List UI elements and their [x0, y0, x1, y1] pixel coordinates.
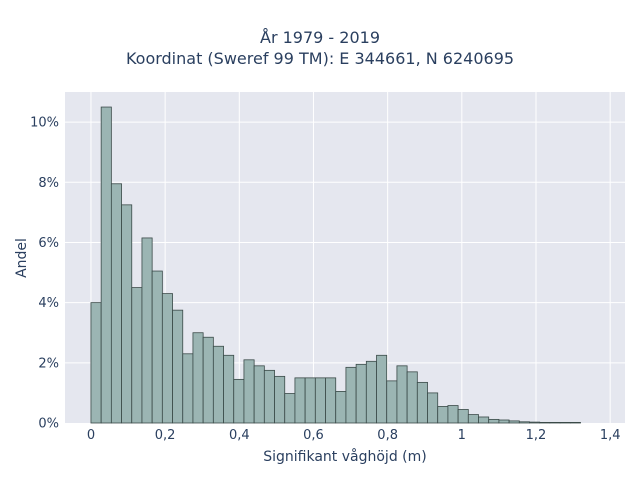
x-tick-label: 1,4 — [600, 428, 621, 443]
histogram-bar — [427, 392, 439, 424]
y-tick-label: 8% — [38, 176, 59, 191]
y-tick-label: 4% — [38, 296, 59, 311]
x-tick-label: 1 — [458, 428, 466, 443]
histogram-bar — [151, 270, 163, 424]
chart-title-line-1: År 1979 - 2019 — [260, 28, 380, 47]
histogram-bar — [243, 359, 255, 424]
histogram-bar — [488, 418, 500, 424]
histogram-bar — [110, 183, 122, 424]
histogram-bar — [233, 378, 245, 424]
x-tick-label: 0,2 — [155, 428, 176, 443]
histogram-bar — [457, 409, 469, 424]
histogram-bar — [294, 377, 306, 424]
histogram-bar — [121, 204, 133, 424]
x-axis-label: Signifikant våghöjd (m) — [263, 448, 426, 465]
histogram-bar — [467, 414, 479, 424]
histogram-bar — [202, 336, 214, 424]
histogram-bar — [396, 365, 408, 424]
histogram-bar — [314, 377, 326, 424]
histogram-bar — [131, 287, 143, 424]
chart-title: År 1979 - 2019 Koordinat (Sweref 99 TM):… — [0, 27, 640, 69]
y-tick-label: 2% — [38, 356, 59, 371]
histogram-bar — [376, 354, 388, 424]
histogram-bar — [365, 360, 377, 424]
histogram-bar — [406, 371, 418, 424]
grid-lines — [65, 92, 625, 423]
x-tick-label: 0,6 — [303, 428, 324, 443]
y-tick-label: 6% — [38, 236, 59, 251]
x-tick-label: 0,4 — [229, 428, 250, 443]
histogram-bar — [386, 380, 398, 424]
histogram-bar — [549, 421, 561, 424]
histogram-bar — [100, 106, 112, 424]
histogram-bar — [529, 421, 541, 424]
histogram-bar — [335, 391, 347, 424]
histogram-bar — [223, 354, 235, 424]
histogram-bar — [161, 293, 173, 424]
histogram-bar — [569, 421, 581, 424]
histogram-bar — [212, 345, 224, 424]
x-tick-label: 0,8 — [377, 428, 398, 443]
histogram-bar — [355, 363, 367, 424]
histogram-bar — [539, 421, 551, 424]
histogram-bar — [325, 377, 337, 424]
x-axis-ticks: 0 0,2 0,4 0,6 0,8 1 1,2 1,4 — [87, 428, 621, 443]
y-axis-ticks: 0% 2% 4% 6% 8% 10% — [30, 116, 59, 432]
histogram-bar — [192, 332, 204, 424]
histogram-bar — [518, 421, 530, 424]
histogram-bar — [141, 237, 153, 424]
histogram-bar — [478, 416, 490, 424]
y-tick-label: 0% — [38, 417, 59, 432]
histogram-bar — [416, 381, 428, 424]
histogram-bar — [253, 365, 265, 424]
chart-title-line-2: Koordinat (Sweref 99 TM): E 344661, N 62… — [125, 49, 515, 68]
histogram-bar — [172, 309, 184, 424]
histogram-bars — [90, 106, 581, 424]
x-tick-label: 0 — [87, 428, 95, 443]
histogram-bar — [437, 406, 449, 424]
histogram-bar — [263, 369, 275, 424]
histogram-bar — [559, 421, 571, 424]
histogram-bar — [447, 405, 459, 424]
histogram-bar — [304, 377, 316, 424]
histogram-bar — [182, 353, 194, 424]
histogram-bar — [508, 420, 520, 424]
histogram-bar — [90, 302, 102, 424]
histogram-bar — [498, 419, 510, 424]
y-tick-label: 10% — [30, 116, 59, 131]
histogram-bar — [345, 366, 357, 424]
y-axis-label: Andel — [14, 238, 30, 278]
x-tick-label: 1,2 — [526, 428, 547, 443]
histogram-bar — [274, 375, 286, 424]
histogram-bar — [284, 393, 296, 424]
